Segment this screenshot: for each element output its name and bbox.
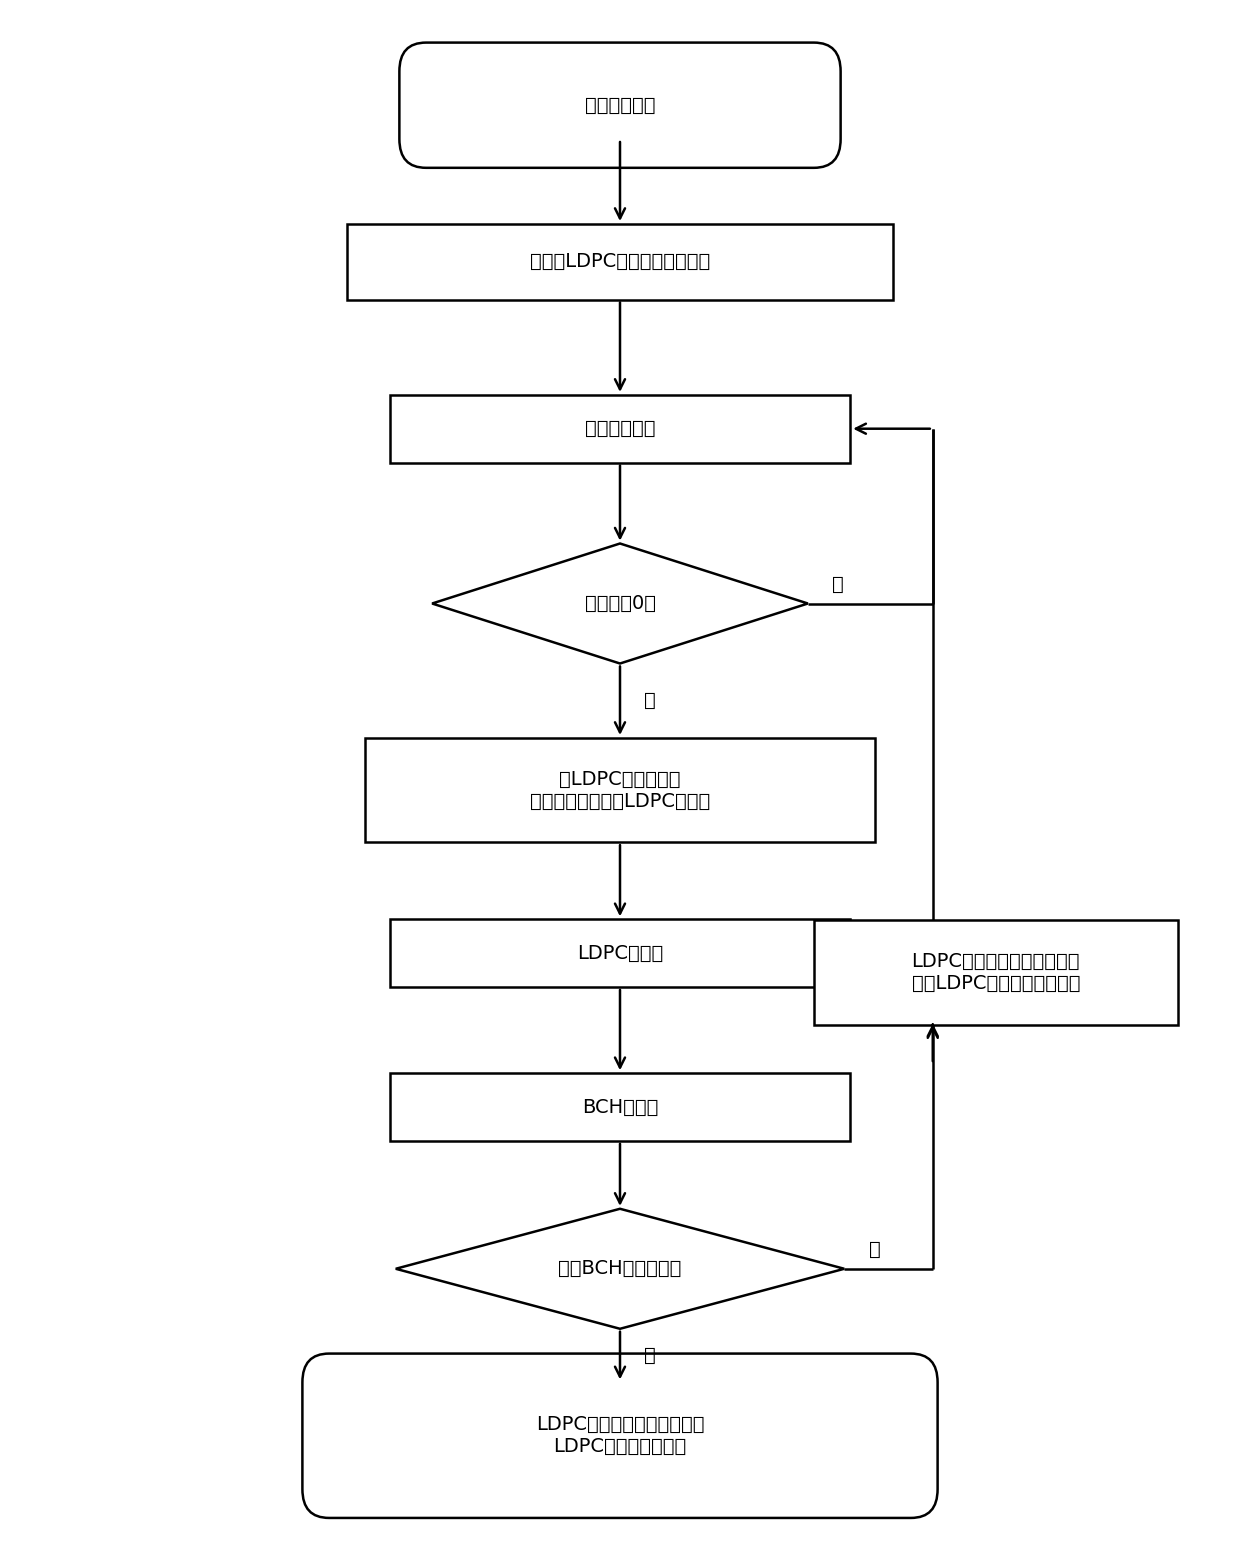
Bar: [347, 224, 893, 300]
Text: 是: 是: [832, 575, 844, 594]
Polygon shape: [432, 544, 808, 664]
Text: LDPC数据块同步判断错误，
切换LDPC数据块的同步位置: LDPC数据块同步判断错误， 切换LDPC数据块的同步位置: [911, 953, 1080, 993]
Text: 按LDPC同步位置，
将数据帧拆分多个LDPC数据块: 按LDPC同步位置， 将数据帧拆分多个LDPC数据块: [529, 769, 711, 811]
Polygon shape: [396, 1209, 844, 1329]
Text: 是: 是: [869, 1240, 880, 1259]
Text: 否: 否: [645, 692, 656, 710]
Text: BCH块校验: BCH块校验: [582, 1097, 658, 1116]
Bar: [389, 918, 851, 987]
Bar: [366, 738, 874, 842]
Text: 接收一帧数据: 接收一帧数据: [585, 420, 655, 438]
Text: 数据为全0码: 数据为全0码: [584, 594, 656, 612]
Text: 所有BCH块校验失败: 所有BCH块校验失败: [558, 1259, 682, 1279]
Bar: [389, 1074, 851, 1141]
FancyBboxPatch shape: [399, 42, 841, 168]
Text: LDPC块解码: LDPC块解码: [577, 943, 663, 962]
Text: 初始化LDPC数据块的同步位置: 初始化LDPC数据块的同步位置: [529, 252, 711, 272]
Text: LDPC数据块同步判断正确，
LDPC数据块同步结束: LDPC数据块同步判断正确， LDPC数据块同步结束: [536, 1416, 704, 1456]
Text: 接收系统复位: 接收系统复位: [585, 96, 655, 115]
Bar: [813, 920, 1178, 1024]
Text: 否: 否: [645, 1346, 656, 1364]
FancyBboxPatch shape: [303, 1354, 937, 1518]
Bar: [389, 395, 851, 463]
